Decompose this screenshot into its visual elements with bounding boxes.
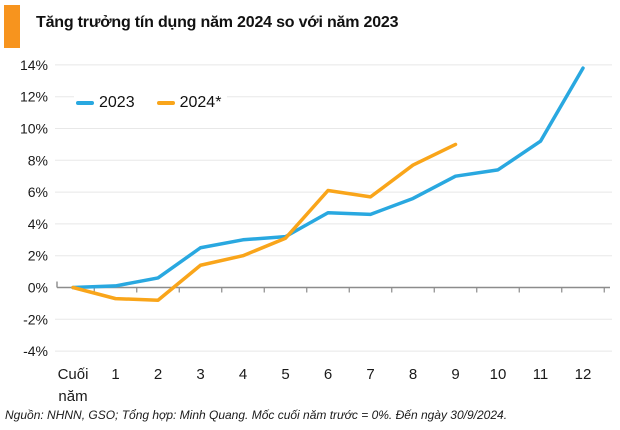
x-axis-label: 3 xyxy=(196,366,204,383)
y-axis-label: -4% xyxy=(23,343,48,359)
legend-dash-2023-icon xyxy=(76,101,94,105)
x-axis-label: 8 xyxy=(409,366,417,383)
x-axis-label: 2 xyxy=(154,366,162,383)
series-line-2024 xyxy=(71,142,458,302)
y-axis-label: -2% xyxy=(23,311,48,327)
x-axis-label: 6 xyxy=(324,366,332,383)
series-line-2023 xyxy=(71,66,585,290)
y-axis-label: 14% xyxy=(20,57,48,73)
x-axis-label: 12 xyxy=(575,366,592,383)
legend-item-2023: 2023 xyxy=(76,94,135,112)
legend-label-2024: 2024* xyxy=(179,94,222,111)
x-axis-label: 11 xyxy=(533,366,549,383)
legend-item-2024: 2024* xyxy=(156,94,222,112)
x-axis-label: 1 xyxy=(111,366,119,383)
legend-dash-2024-icon xyxy=(156,101,175,105)
source-note: Nguồn: NHNN, GSO; Tổng hợp: Minh Quang. … xyxy=(5,408,508,422)
y-axis-label: 0% xyxy=(28,280,48,296)
x-axis-label: 10 xyxy=(490,366,507,383)
x-axis-label: 5 xyxy=(281,366,289,383)
y-axis-label: 4% xyxy=(28,216,48,232)
y-axis-label: 6% xyxy=(28,184,48,200)
y-axis-label: 8% xyxy=(28,152,48,168)
chart-legend: 2023 2024* xyxy=(74,92,228,114)
title-accent-bar xyxy=(4,5,20,48)
y-axis-label: 10% xyxy=(20,121,48,137)
x-axis-label: năm xyxy=(58,388,87,405)
x-axis-label: 9 xyxy=(451,366,459,383)
legend-label-2023: 2023 xyxy=(99,94,135,111)
y-axis-label: 12% xyxy=(20,89,48,105)
x-axis-label: Cuối xyxy=(58,366,89,383)
chart-title: Tăng trưởng tín dụng năm 2024 so với năm… xyxy=(36,14,399,31)
x-axis-label: 7 xyxy=(366,366,374,383)
x-axis-label: 4 xyxy=(239,366,247,383)
y-axis-label: 2% xyxy=(28,248,48,264)
